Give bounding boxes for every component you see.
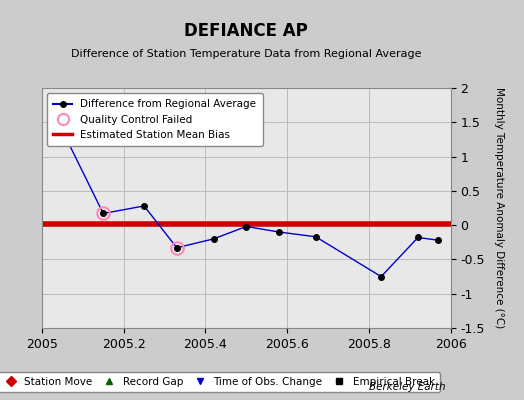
Legend: Station Move, Record Gap, Time of Obs. Change, Empirical Break: Station Move, Record Gap, Time of Obs. C… bbox=[0, 372, 440, 392]
Title: Difference of Station Temperature Data from Regional Average: Difference of Station Temperature Data f… bbox=[71, 50, 421, 60]
Text: Berkeley Earth: Berkeley Earth bbox=[369, 382, 445, 392]
Y-axis label: Monthly Temperature Anomaly Difference (°C): Monthly Temperature Anomaly Difference (… bbox=[494, 87, 504, 329]
Text: DEFIANCE AP: DEFIANCE AP bbox=[184, 22, 308, 40]
